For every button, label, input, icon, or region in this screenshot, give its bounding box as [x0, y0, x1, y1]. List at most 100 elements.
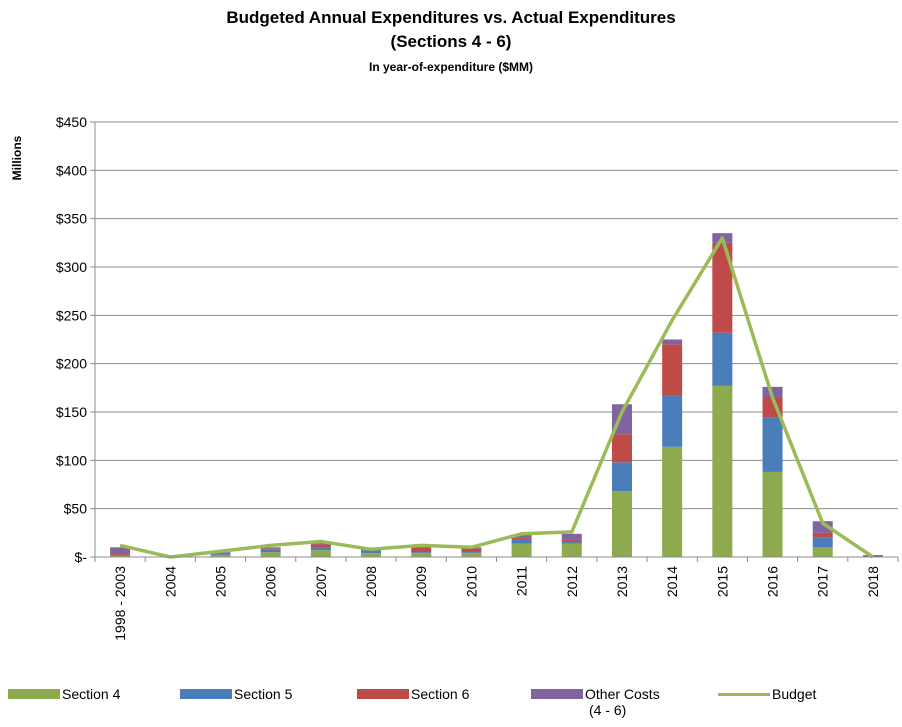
stacked-bar-chart: $- $50 $100 $150 $200 $250 $300 $350 $400 $450 199…	[10, 114, 899, 641]
bar-section-5-2010	[461, 552, 482, 554]
bar-other-costs-2017	[812, 521, 833, 533]
x-tick-label: 2009	[413, 566, 429, 597]
x-tick-label: 2012	[564, 566, 580, 597]
bar-section-4-2012	[561, 543, 582, 557]
legend-swatch-section-6	[357, 689, 409, 699]
y-tick-label: $400	[56, 162, 87, 178]
bar-section-5-2007	[310, 547, 331, 551]
bar-section-6-2015	[712, 242, 733, 333]
bar-section-6-1998-2003	[110, 554, 131, 556]
y-axis-label: Millions	[10, 135, 24, 180]
x-tick-label: 2007	[313, 566, 329, 597]
legend-label-other-costs: Other Costs (4 - 6)	[585, 686, 660, 718]
legend-item-section-6: Section 6	[357, 686, 469, 702]
gridlines	[95, 121, 898, 510]
y-tick-label: $-	[75, 549, 88, 565]
bar-section-6-2007	[310, 544, 331, 548]
bar-section-4-2010	[461, 553, 482, 557]
bar-section-5-2008	[361, 550, 382, 554]
bar-section-5-2012	[561, 541, 582, 544]
bar-section-5-2016	[762, 417, 783, 472]
y-tick-label: $50	[64, 501, 88, 517]
y-tick-label: $300	[56, 259, 87, 275]
y-tick-label: $200	[56, 356, 87, 372]
chart-legend: Section 4 Section 5 Section 6 Other Cost…	[0, 686, 902, 726]
x-tick-label: 2005	[213, 566, 229, 597]
bar-section-6-2009	[411, 547, 432, 553]
chart-subtitle: (Sections 4 - 6)	[390, 32, 512, 51]
legend-swatch-section-5	[180, 689, 232, 699]
bar-section-5-2006	[260, 549, 281, 553]
x-tick-label: 2013	[614, 566, 630, 597]
budget-line	[119, 236, 874, 559]
budget-line-layer	[119, 236, 874, 559]
bar-section-6-2017	[812, 532, 833, 538]
bar-other-costs-2011	[511, 534, 532, 538]
bar-section-5-2011	[511, 539, 532, 544]
bar-section-4-2016	[762, 471, 783, 557]
y-tick-label: $150	[56, 404, 87, 420]
bar-section-4-2005	[210, 555, 231, 557]
bar-other-costs-2007	[310, 542, 331, 545]
legend-swatch-section-4	[8, 689, 60, 699]
x-tick-label: 2011	[514, 566, 530, 596]
bar-section-4-2017	[812, 547, 833, 557]
y-tick-label: $450	[56, 114, 87, 130]
bar-section-5-2017	[812, 537, 833, 548]
bar-section-6-2005	[210, 553, 231, 555]
bar-section-4-2014	[662, 446, 683, 557]
bar-section-5-2013	[611, 462, 632, 492]
chart-units-subtitle: In year-of-expenditure ($MM)	[368, 60, 533, 74]
legend-item-section-5: Section 5	[180, 686, 292, 702]
bar-section-5-2009	[411, 552, 432, 554]
chart-title: Budgeted Annual Expenditures vs. Actual …	[226, 8, 676, 27]
bar-other-costs-2014	[662, 339, 683, 345]
y-tick-label: $100	[56, 452, 87, 468]
legend-swatch-other-costs	[531, 689, 583, 699]
bar-section-4-2007	[310, 550, 331, 557]
x-tick-label: 2010	[463, 566, 479, 597]
bar-section-5-2014	[662, 395, 683, 447]
bar-section-4-2006	[260, 552, 281, 557]
legend-swatch-budget	[718, 693, 770, 696]
bar-section-5-2005	[210, 554, 231, 556]
bar-section-4-2011	[511, 543, 532, 557]
legend-item-other-costs: Other Costs (4 - 6)	[531, 686, 660, 718]
x-tick-label: 2004	[162, 566, 178, 597]
legend-label-section-5: Section 5	[234, 686, 293, 702]
x-tick-label: 2006	[263, 566, 279, 597]
bar-other-costs-2012	[561, 533, 582, 540]
x-tick-label: 2017	[815, 566, 831, 597]
bar-stacks	[110, 233, 883, 557]
legend-label-other-costs-line2: (4 - 6)	[589, 702, 627, 718]
legend-label-budget: Budget	[772, 686, 817, 702]
bar-section-6-2013	[611, 434, 632, 463]
x-tick-label: 2014	[664, 566, 680, 597]
bar-section-6-2014	[662, 344, 683, 396]
bar-section-6-2006	[260, 548, 281, 550]
bar-section-6-2011	[511, 537, 532, 540]
x-tick-label: 2008	[363, 566, 379, 597]
bar-section-4-2013	[611, 491, 632, 557]
bar-section-6-2010	[461, 548, 482, 553]
y-tick-label: $350	[56, 211, 87, 227]
bar-section-6-2012	[561, 539, 582, 542]
x-tick-label: 2016	[765, 566, 781, 597]
legend-item-budget: Budget	[718, 686, 816, 702]
x-tick-label: 1998 - 2003	[112, 566, 128, 641]
y-tick-label: $250	[56, 307, 87, 323]
legend-label-section-4: Section 4	[62, 686, 121, 702]
bar-other-costs-1998-2003	[110, 547, 131, 555]
bar-section-5-2015	[712, 332, 733, 386]
axes: $- $50 $100 $150 $200 $250 $300 $350 $400 $450 199…	[56, 114, 899, 641]
bar-section-4-2015	[712, 385, 733, 557]
legend-item-section-4: Section 4	[8, 686, 120, 702]
legend-label-other-costs-line1: Other Costs	[585, 686, 660, 702]
x-tick-label: 2015	[714, 566, 730, 597]
bar-other-costs-2006	[260, 547, 281, 549]
bar-section-5-1998-2003	[110, 555, 131, 557]
bar-section-4-2008	[361, 553, 382, 557]
legend-label-section-6: Section 6	[411, 686, 470, 702]
bar-section-4-2009	[411, 553, 432, 557]
x-tick-label: 2018	[865, 566, 881, 597]
